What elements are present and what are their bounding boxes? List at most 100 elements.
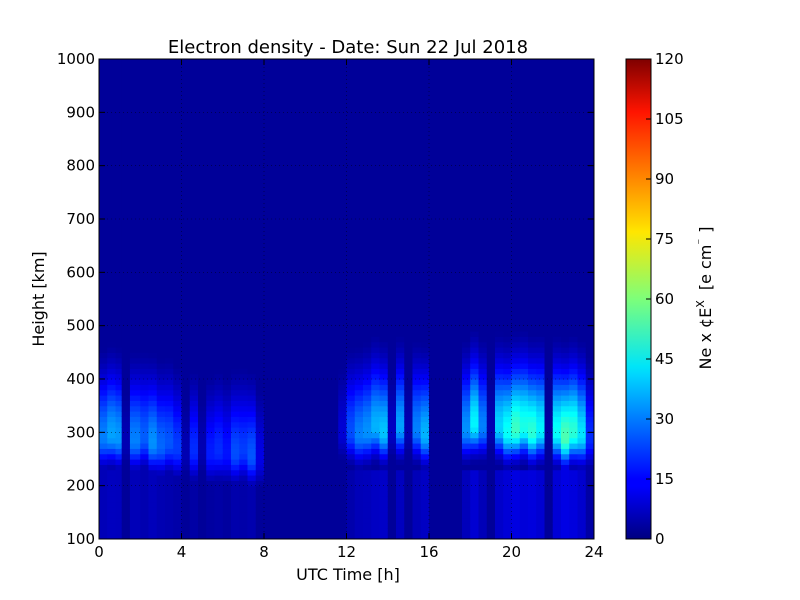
heatmap-cell	[280, 485, 290, 492]
heatmap-cell	[511, 240, 521, 247]
heatmap-cell	[396, 272, 405, 279]
heatmap-cell	[214, 96, 224, 103]
heatmap-cell	[478, 208, 488, 215]
heatmap-cell	[346, 304, 356, 311]
heatmap-cell	[445, 229, 455, 236]
heatmap-cell	[321, 133, 331, 140]
heatmap-cell	[330, 432, 339, 439]
heatmap-cell	[363, 240, 372, 247]
heatmap-cell	[297, 331, 306, 337]
heatmap-cell	[470, 336, 480, 343]
heatmap-cell	[379, 459, 389, 465]
heatmap-cell	[429, 373, 438, 380]
heatmap-cell	[387, 373, 397, 380]
heatmap-cell	[519, 80, 529, 87]
heatmap-cell	[173, 229, 183, 236]
heatmap-cell	[379, 443, 389, 449]
heatmap-cell	[338, 517, 348, 524]
heatmap-cell	[462, 491, 471, 497]
heatmap-cell	[148, 181, 158, 188]
heatmap-cell	[107, 59, 117, 65]
heatmap-cell	[371, 453, 381, 460]
heatmap-cell	[206, 80, 216, 87]
heatmap-cell	[181, 421, 191, 428]
heatmap-cell	[214, 315, 224, 321]
heatmap-cell	[354, 400, 364, 407]
heatmap-cell	[486, 139, 496, 145]
heatmap-cell	[313, 272, 323, 279]
heatmap-cell	[255, 96, 265, 103]
heatmap-cell	[305, 107, 315, 113]
heatmap-cell	[503, 331, 513, 337]
heatmap-cell	[519, 96, 529, 103]
heatmap-cell	[288, 459, 298, 465]
heatmap-cell	[437, 80, 447, 87]
heatmap-cell	[519, 123, 529, 129]
heatmap-cell	[528, 123, 537, 129]
heatmap-cell	[288, 512, 298, 519]
heatmap-cell	[297, 373, 306, 380]
heatmap-cell	[99, 117, 108, 124]
heatmap-cell	[115, 139, 123, 145]
heatmap-cell	[354, 379, 364, 385]
heatmap-cell	[255, 496, 265, 503]
heatmap-cell	[354, 144, 364, 151]
heatmap-cell	[354, 224, 364, 231]
heatmap-cell	[528, 432, 537, 439]
heatmap-cell	[486, 187, 496, 193]
heatmap-cell	[99, 283, 108, 289]
heatmap-cell	[528, 517, 537, 524]
heatmap-cell	[148, 427, 158, 433]
heatmap-cell	[420, 171, 430, 177]
heatmap-cell	[198, 117, 207, 124]
heatmap-cell	[387, 395, 397, 401]
heatmap-cell	[478, 384, 488, 391]
heatmap-cell	[363, 75, 372, 81]
heatmap-cell	[437, 171, 447, 177]
heatmap-cell	[173, 149, 183, 156]
heatmap-cell	[470, 373, 480, 380]
heatmap-cell	[206, 416, 216, 423]
heatmap-cell	[478, 277, 488, 284]
heatmap-cell	[371, 299, 381, 305]
heatmap-cell	[387, 64, 397, 71]
heatmap-cell	[396, 240, 405, 247]
heatmap-cell	[536, 501, 546, 508]
heatmap-cell	[478, 240, 488, 247]
heatmap-cell	[305, 480, 315, 487]
heatmap-cell	[214, 160, 224, 167]
heatmap-cell	[280, 400, 290, 407]
heatmap-cell	[173, 224, 183, 231]
heatmap-cell	[129, 107, 141, 113]
heatmap-cell	[321, 64, 331, 71]
heatmap-cell	[222, 224, 232, 231]
heatmap-cell	[99, 91, 108, 97]
heatmap-cell	[429, 443, 438, 449]
heatmap-cell	[396, 523, 405, 529]
heatmap-cell	[519, 203, 529, 209]
heatmap-cell	[453, 155, 463, 161]
heatmap-cell	[330, 187, 339, 193]
heatmap-cell	[371, 325, 381, 332]
heatmap-cell	[519, 373, 529, 380]
heatmap-cell	[511, 469, 521, 476]
heatmap-cell	[148, 533, 158, 539]
heatmap-cell	[247, 331, 257, 337]
heatmap-cell	[214, 464, 224, 471]
heatmap-cell	[346, 107, 356, 113]
heatmap-cell	[165, 464, 174, 471]
heatmap-cell	[121, 192, 131, 199]
heatmap-cell	[222, 320, 232, 327]
heatmap-cell	[181, 501, 191, 508]
heatmap-cell	[445, 155, 455, 161]
heatmap-cells	[99, 59, 594, 539]
heatmap-cell	[371, 267, 381, 273]
heatmap-cell	[272, 501, 282, 508]
heatmap-cell	[437, 229, 447, 236]
heatmap-cell	[148, 389, 158, 396]
heatmap-cell	[297, 405, 306, 412]
heatmap-cell	[495, 176, 504, 183]
heatmap-cell	[478, 320, 488, 327]
heatmap-cell	[264, 341, 273, 348]
heatmap-cell	[305, 491, 315, 497]
